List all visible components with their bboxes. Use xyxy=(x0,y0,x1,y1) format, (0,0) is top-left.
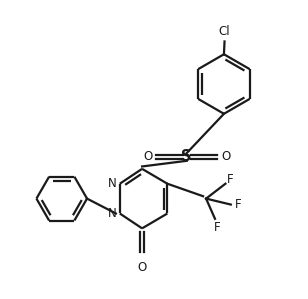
Text: O: O xyxy=(143,150,152,164)
Text: F: F xyxy=(214,221,221,234)
Text: Cl: Cl xyxy=(219,25,230,38)
Text: S: S xyxy=(181,150,192,164)
Text: F: F xyxy=(227,173,233,186)
Text: N: N xyxy=(108,207,117,220)
Text: F: F xyxy=(235,198,241,211)
Text: O: O xyxy=(221,150,230,164)
Text: N: N xyxy=(108,177,117,190)
Text: O: O xyxy=(137,260,147,274)
